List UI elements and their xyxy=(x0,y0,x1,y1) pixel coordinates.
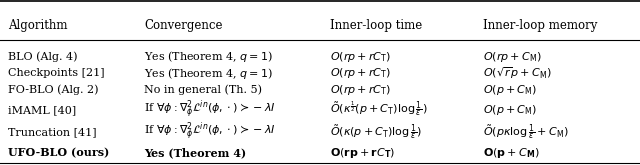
Text: Convergence: Convergence xyxy=(144,19,223,32)
Text: $O(rp + rC_{\mathrm{T}})$: $O(rp + rC_{\mathrm{T}})$ xyxy=(330,83,391,97)
Text: $O(rp + rC_{\mathrm{T}})$: $O(rp + rC_{\mathrm{T}})$ xyxy=(330,50,391,64)
Text: $O(rp + rC_{\mathrm{T}})$: $O(rp + rC_{\mathrm{T}})$ xyxy=(330,66,391,80)
Text: $\tilde{O}(\kappa(p+C_{\mathrm{T}})\log\frac{1}{\epsilon})$: $\tilde{O}(\kappa(p+C_{\mathrm{T}})\log\… xyxy=(330,122,422,142)
Text: If $\forall\phi : \nabla^2_\phi \mathcal{L}^{in}(\phi,\cdot) \succ -\lambda I$: If $\forall\phi : \nabla^2_\phi \mathcal… xyxy=(144,121,276,143)
Text: iMAML [40]: iMAML [40] xyxy=(8,105,76,115)
Text: If $\forall\phi : \nabla^2_\phi \mathcal{L}^{in}(\phi,\cdot) \succ -\lambda I$: If $\forall\phi : \nabla^2_\phi \mathcal… xyxy=(144,99,276,121)
Text: Yes (Theorem 4, $q=1$): Yes (Theorem 4, $q=1$) xyxy=(144,50,273,64)
Text: $\tilde{O}(\kappa^{\frac{1}{2}}(p+C_{\mathrm{T}})\log\frac{1}{\epsilon})$: $\tilde{O}(\kappa^{\frac{1}{2}}(p+C_{\ma… xyxy=(330,100,428,119)
Text: Yes (Theorem 4, $q=1$): Yes (Theorem 4, $q=1$) xyxy=(144,66,273,81)
Text: $O(rp + C_{\mathrm{M}})$: $O(rp + C_{\mathrm{M}})$ xyxy=(483,50,542,64)
Text: Algorithm: Algorithm xyxy=(8,19,67,32)
Text: $\mathbf{O}(\mathbf{p} + \mathit{C}_{\mathbf{M}})$: $\mathbf{O}(\mathbf{p} + \mathit{C}_{\ma… xyxy=(483,146,540,160)
Text: Yes (Theorem 4): Yes (Theorem 4) xyxy=(144,147,246,158)
Text: FO-BLO (Alg. 2): FO-BLO (Alg. 2) xyxy=(8,85,98,95)
Text: $O(\sqrt{r}p + C_{\mathrm{M}})$: $O(\sqrt{r}p + C_{\mathrm{M}})$ xyxy=(483,66,552,81)
Text: Checkpoints [21]: Checkpoints [21] xyxy=(8,68,104,78)
Text: UFO-BLO (ours): UFO-BLO (ours) xyxy=(8,147,109,158)
Text: BLO (Alg. 4): BLO (Alg. 4) xyxy=(8,52,77,62)
Text: No in general (Th. 5): No in general (Th. 5) xyxy=(144,85,262,95)
Text: Inner-loop memory: Inner-loop memory xyxy=(483,19,598,32)
Text: $\mathbf{O}(\mathbf{r}\mathbf{p} + \mathbf{r}\mathit{C}_{\mathbf{T}})$: $\mathbf{O}(\mathbf{r}\mathbf{p} + \math… xyxy=(330,146,395,160)
Text: Inner-loop time: Inner-loop time xyxy=(330,19,422,32)
Text: Truncation [41]: Truncation [41] xyxy=(8,127,96,137)
Text: $O(p + C_{\mathrm{M}})$: $O(p + C_{\mathrm{M}})$ xyxy=(483,103,537,117)
Text: $O(p + C_{\mathrm{M}})$: $O(p + C_{\mathrm{M}})$ xyxy=(483,83,537,97)
Text: $\tilde{O}(p\kappa\log\frac{1}{\epsilon} + C_{\mathrm{M}})$: $\tilde{O}(p\kappa\log\frac{1}{\epsilon}… xyxy=(483,122,569,142)
